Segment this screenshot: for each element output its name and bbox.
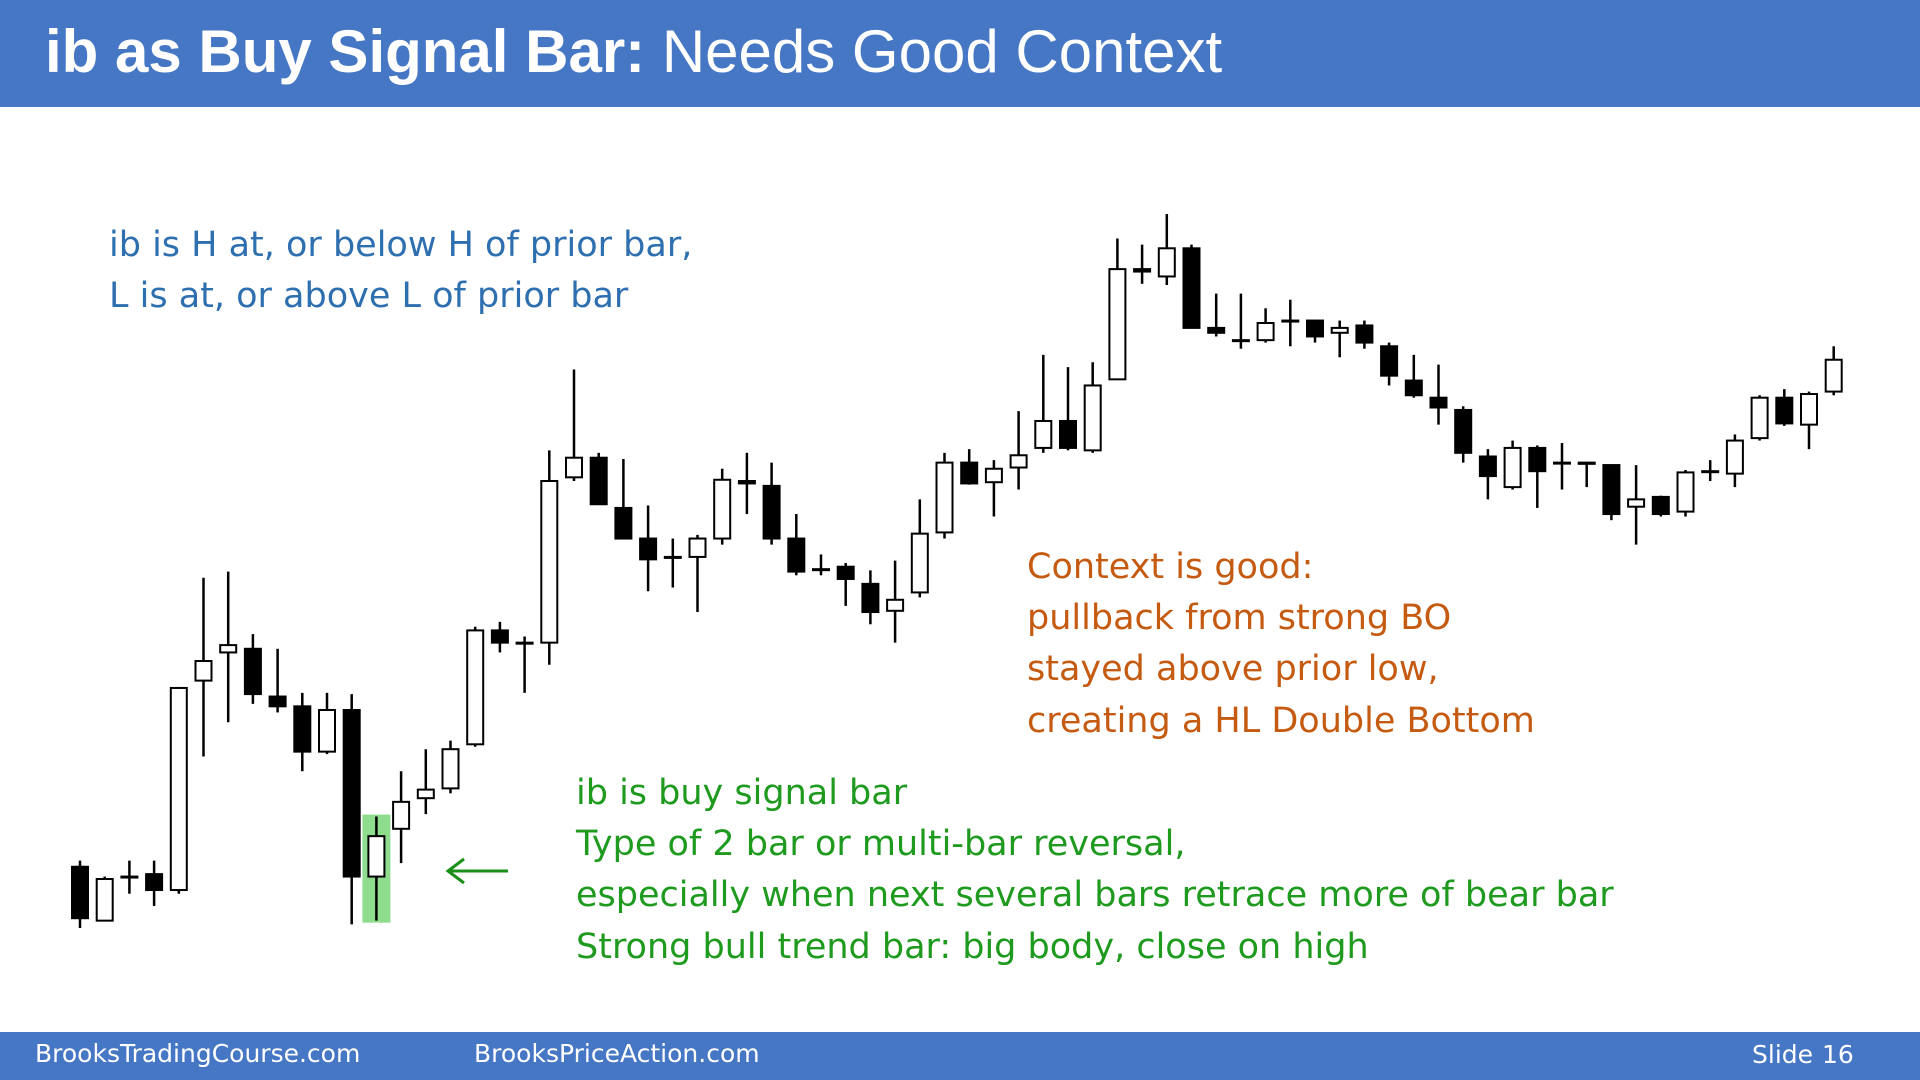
candle-body xyxy=(466,629,485,746)
candle-body xyxy=(1306,319,1324,338)
title: ib as Buy Signal Bar: Needs Good Context xyxy=(45,18,1222,85)
candle-body xyxy=(490,629,509,644)
candle-body xyxy=(713,478,732,540)
definition-note: ib is H at, or below H of prior bar, L i… xyxy=(109,225,692,316)
candle-body xyxy=(1750,396,1769,440)
candle-body xyxy=(935,461,954,534)
candle-body xyxy=(1108,268,1127,381)
candle-body xyxy=(1281,319,1300,323)
footer: BrooksTradingCourse.com BrooksPriceActio… xyxy=(35,1039,1854,1069)
candle-body xyxy=(219,644,238,654)
title-bold: ib as Buy Signal Bar: xyxy=(45,18,645,85)
candle-body xyxy=(1824,358,1843,393)
note-line: especially when next several bars retrac… xyxy=(576,875,1614,915)
context-note: Context is good: pullback from strong BO… xyxy=(1027,547,1535,741)
candle-body xyxy=(1157,247,1176,278)
candle-body xyxy=(1627,498,1646,508)
note-line: ib is buy signal bar xyxy=(576,773,908,813)
candlestick-chart xyxy=(71,214,1843,928)
candle-body xyxy=(1651,495,1670,516)
note-line: creating a HL Double Bottom xyxy=(1027,701,1535,741)
note-line: ib is H at, or below H of prior bar, xyxy=(109,225,692,265)
candle-body xyxy=(318,709,336,753)
candle-body xyxy=(1553,461,1571,465)
candle-body xyxy=(639,537,658,561)
candle-body xyxy=(1676,471,1695,513)
candle-body xyxy=(1725,439,1744,475)
candle-body xyxy=(984,467,1003,484)
candle-body xyxy=(71,865,89,920)
candle-body xyxy=(441,748,460,790)
candle-body xyxy=(1800,393,1818,426)
candle-body xyxy=(589,456,608,506)
note-line: stayed above prior low, xyxy=(1027,649,1439,689)
title-rest: Needs Good Context xyxy=(662,18,1223,85)
candle-body xyxy=(737,479,756,485)
candle-body xyxy=(194,660,213,682)
footer-left: BrooksTradingCourse.com xyxy=(35,1039,360,1068)
candle-body xyxy=(1231,339,1250,343)
candle-body xyxy=(1355,324,1374,344)
candle-body xyxy=(95,878,114,922)
signal-note: ib is buy signal bar Type of 2 bar or mu… xyxy=(575,773,1614,967)
candle-body xyxy=(910,532,929,594)
candle-body xyxy=(762,484,781,540)
footer-center: BrooksPriceAction.com xyxy=(474,1039,760,1068)
candle-body xyxy=(515,641,534,645)
slide-number: 16 xyxy=(1822,1040,1854,1069)
candle-body xyxy=(540,479,559,644)
note-line: pullback from strong BO xyxy=(1027,598,1451,638)
candle-body xyxy=(663,555,682,559)
candle-body xyxy=(787,537,806,573)
candle-body xyxy=(688,537,707,558)
candle-body xyxy=(342,709,361,878)
candle-body xyxy=(169,686,188,892)
candle-body xyxy=(1009,454,1028,469)
candle-body xyxy=(268,695,287,708)
candle-body xyxy=(120,875,139,879)
candle-body xyxy=(367,835,386,878)
candle-body xyxy=(1380,345,1399,377)
candle-body xyxy=(392,800,411,830)
note-line: Strong bull trend bar: big body, close o… xyxy=(576,927,1369,967)
candle-body xyxy=(1478,455,1497,478)
candle-body xyxy=(1429,396,1448,409)
note-line: L is at, or above L of prior bar xyxy=(109,276,629,316)
candle-body xyxy=(1330,326,1349,334)
candle-body xyxy=(1602,464,1621,516)
candle-body xyxy=(243,647,262,696)
candle-body xyxy=(1083,384,1102,452)
arrow xyxy=(445,857,508,885)
note-line: Context is good: xyxy=(1027,547,1313,587)
candle-body xyxy=(1034,419,1053,449)
candle-body xyxy=(960,461,979,485)
header-bar xyxy=(0,0,1920,107)
candle-body xyxy=(1528,446,1547,473)
candle-body xyxy=(861,582,880,614)
note-line: Type of 2 bar or multi-bar reversal, xyxy=(575,824,1185,864)
candle-body xyxy=(1454,408,1473,454)
candle-body xyxy=(1207,326,1226,334)
candle-body xyxy=(1256,321,1275,342)
footer-bar xyxy=(0,1032,1920,1080)
candle-body xyxy=(1775,396,1794,425)
candle-body xyxy=(1133,268,1152,273)
candle-body xyxy=(1404,379,1423,397)
candle-body xyxy=(1701,470,1720,474)
candle-body xyxy=(293,705,312,753)
candle-body xyxy=(836,565,855,580)
candle-body xyxy=(416,788,435,800)
candle-body xyxy=(886,598,905,612)
candle-body xyxy=(145,873,164,892)
candle-body xyxy=(1577,461,1596,465)
candle-body xyxy=(1059,419,1077,449)
candle-body xyxy=(614,506,633,540)
candle-body xyxy=(565,456,583,479)
slide-label: Slide xyxy=(1752,1040,1813,1069)
candle-body xyxy=(1503,446,1522,489)
candle-body xyxy=(812,568,830,572)
candle-body xyxy=(1182,247,1201,329)
